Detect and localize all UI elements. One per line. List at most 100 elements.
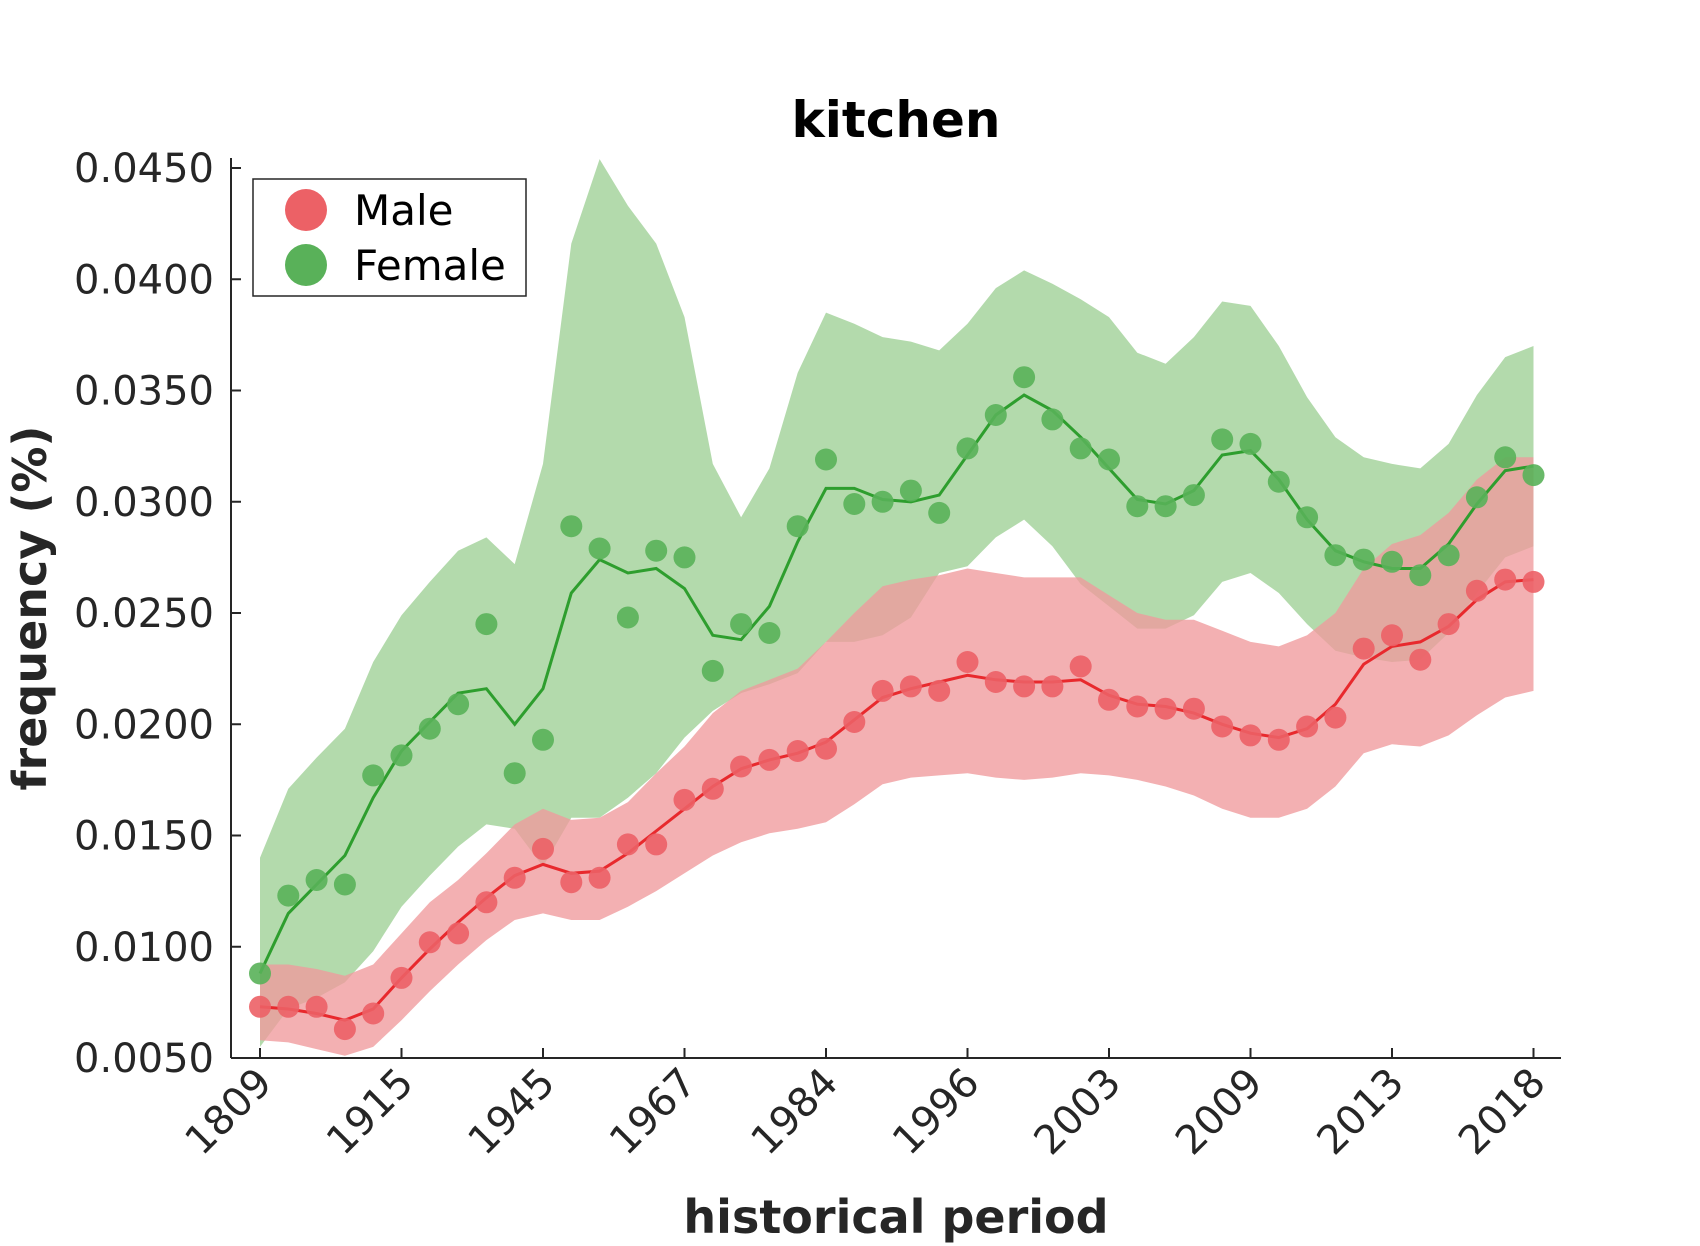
point-female xyxy=(475,613,498,636)
point-female xyxy=(1182,484,1205,507)
point-female xyxy=(645,539,668,562)
point-female xyxy=(899,479,922,502)
point-female xyxy=(1465,486,1488,509)
point-male xyxy=(249,995,271,1018)
point-female xyxy=(1126,495,1149,518)
point-male xyxy=(390,966,413,989)
point-female xyxy=(1154,495,1177,518)
point-male xyxy=(956,651,979,673)
point-male xyxy=(1409,648,1432,671)
point-male xyxy=(277,995,300,1018)
point-male xyxy=(1522,570,1545,593)
point-female xyxy=(673,546,696,569)
point-female xyxy=(701,659,724,682)
x-tick-label: 1945 xyxy=(460,1060,565,1165)
confidence-bands xyxy=(260,159,1534,1056)
point-female xyxy=(1522,464,1545,487)
point-male xyxy=(1494,568,1517,591)
point-male xyxy=(899,675,922,698)
point-female xyxy=(871,490,894,513)
smoothed-lines xyxy=(258,393,1534,1022)
chart-title: kitchen xyxy=(791,91,1000,149)
y-tick-label: 0.0450 xyxy=(74,146,214,192)
point-female xyxy=(1437,544,1460,567)
x-tick-label: 2003 xyxy=(1026,1060,1131,1165)
point-male xyxy=(503,866,526,889)
point-male xyxy=(560,871,583,894)
x-axis-ticks: 1809 1915 1945 1967 1984 1996 2003 2009 2013 2018 xyxy=(177,1048,1555,1164)
point-male xyxy=(1041,675,1064,698)
y-tick-label: 0.0250 xyxy=(74,591,214,637)
x-tick-label: 1915 xyxy=(318,1060,423,1165)
point-male xyxy=(871,679,894,702)
y-axis-label: frequency (%) xyxy=(3,426,57,791)
point-male xyxy=(758,748,781,771)
legend: Male Female xyxy=(252,178,527,297)
y-tick-label: 0.0100 xyxy=(74,925,214,971)
point-male xyxy=(730,755,753,778)
point-female xyxy=(418,717,441,740)
point-female xyxy=(1381,550,1403,573)
point-female xyxy=(333,873,356,896)
point-male xyxy=(1324,706,1347,729)
line-female xyxy=(258,393,1534,975)
point-male xyxy=(1069,655,1092,678)
point-male xyxy=(362,1002,385,1025)
point-female xyxy=(616,606,639,629)
point-male xyxy=(588,866,611,889)
point-female xyxy=(362,764,385,787)
point-female xyxy=(305,869,328,891)
point-female xyxy=(984,404,1007,426)
point-female xyxy=(843,493,866,515)
point-female xyxy=(277,884,300,907)
point-female xyxy=(390,744,413,767)
legend-marker-male xyxy=(285,189,327,231)
point-male xyxy=(616,833,639,856)
point-male xyxy=(1126,695,1149,718)
legend-label-male: Male xyxy=(354,186,453,235)
x-axis-label: historical period xyxy=(683,1190,1108,1244)
point-female xyxy=(1296,506,1319,529)
point-female xyxy=(588,537,611,560)
point-male xyxy=(1296,715,1319,738)
legend-label-female: Female xyxy=(354,241,506,290)
x-tick-label: 1996 xyxy=(884,1060,989,1165)
point-female xyxy=(1041,408,1064,431)
point-male xyxy=(447,922,470,945)
point-male xyxy=(532,837,554,860)
point-male xyxy=(1098,688,1120,711)
point-male xyxy=(984,671,1007,693)
x-tick-label: 1967 xyxy=(601,1060,706,1165)
point-female xyxy=(1069,437,1092,460)
point-male xyxy=(786,740,809,762)
point-male xyxy=(305,995,328,1018)
y-tick-label: 0.0400 xyxy=(74,257,214,303)
band-male xyxy=(260,457,1534,1056)
axes xyxy=(230,158,1561,1059)
point-male xyxy=(1239,724,1262,747)
point-female xyxy=(1098,448,1120,471)
point-male xyxy=(1465,579,1488,602)
point-female xyxy=(928,501,951,524)
point-female xyxy=(956,437,979,460)
point-female xyxy=(730,613,753,636)
point-male xyxy=(475,891,498,914)
point-male xyxy=(645,833,668,856)
point-female xyxy=(1494,446,1517,469)
point-male xyxy=(1211,715,1234,738)
point-female xyxy=(560,515,583,538)
y-tick-label: 0.0200 xyxy=(74,702,214,748)
y-tick-label: 0.0350 xyxy=(74,369,214,415)
point-female xyxy=(447,693,470,716)
y-tick-label: 0.0300 xyxy=(74,480,214,526)
point-female xyxy=(1352,548,1375,571)
y-tick-label: 0.0050 xyxy=(74,1036,214,1082)
x-tick-label: 2018 xyxy=(1450,1060,1555,1165)
point-female xyxy=(1013,366,1036,389)
point-male xyxy=(701,777,724,800)
legend-marker-female xyxy=(285,244,327,286)
point-female xyxy=(1211,428,1234,451)
x-tick-label: 1984 xyxy=(743,1060,848,1165)
point-male xyxy=(1437,613,1460,636)
